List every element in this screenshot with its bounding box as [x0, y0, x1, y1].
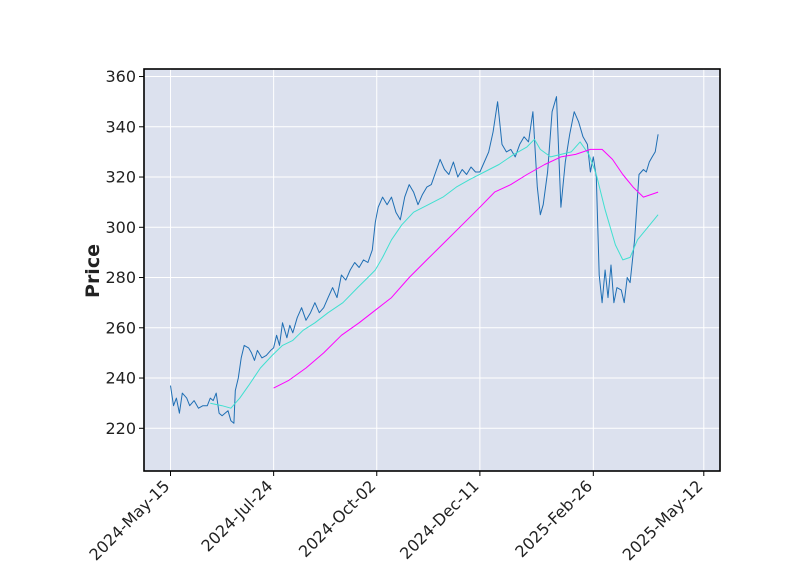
y-tick-label: 220 — [105, 419, 136, 438]
slow-ma-line — [273, 148, 659, 389]
price-line — [170, 96, 659, 424]
y-tick-label: 240 — [105, 369, 136, 388]
y-axis-ticks: 220 240 260 280 300 320 340 360 — [105, 67, 144, 438]
plot-frame — [143, 68, 721, 472]
y-tick-label: 340 — [105, 117, 136, 136]
x-tick-label: 2025-May-12 — [619, 476, 707, 564]
x-tick-label: 2024-Oct-02 — [295, 476, 380, 561]
y-tick-label: 260 — [105, 318, 136, 337]
series-layer — [170, 96, 659, 424]
y-tick-label: 300 — [105, 218, 136, 237]
x-tick-label: 2024-Dec-11 — [396, 476, 483, 563]
y-tick-label: 320 — [105, 168, 136, 187]
fast-ma-line — [210, 138, 659, 409]
x-axis-ticks: 2024-May-15 2024-Jul-24 2024-Oct-02 2024-De… — [85, 471, 707, 564]
x-tick-label: 2025-Feb-26 — [511, 476, 596, 561]
plot-background — [144, 69, 720, 471]
x-tick-label: 2024-May-15 — [85, 476, 173, 564]
y-tick-label: 360 — [105, 67, 136, 86]
y-axis-title: Price — [82, 244, 104, 298]
grid-lines — [144, 69, 720, 471]
x-tick-label: 2024-Jul-24 — [197, 476, 276, 555]
y-tick-label: 280 — [105, 268, 136, 287]
